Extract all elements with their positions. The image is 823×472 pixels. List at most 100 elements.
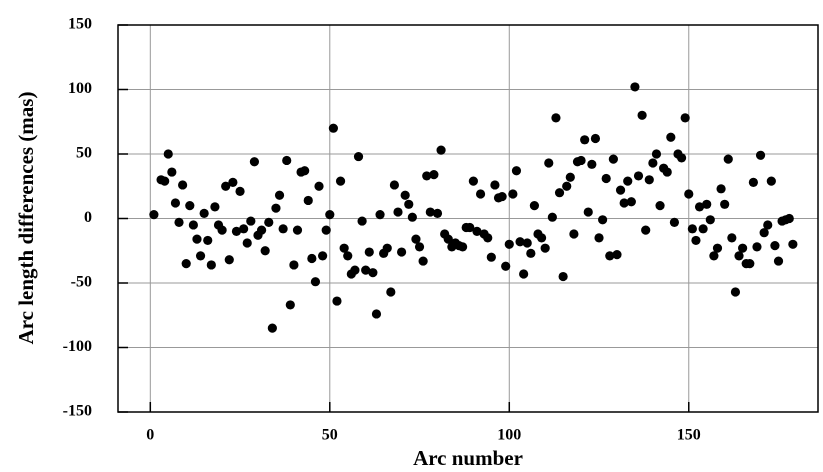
point xyxy=(242,238,252,248)
point xyxy=(709,251,719,261)
x-tick-label: 0 xyxy=(146,427,154,444)
point xyxy=(407,212,417,222)
point xyxy=(630,82,640,92)
point xyxy=(307,253,317,264)
point xyxy=(601,173,611,184)
point xyxy=(684,189,694,199)
point xyxy=(623,176,633,186)
point xyxy=(364,247,374,257)
point xyxy=(274,190,285,200)
point xyxy=(422,171,432,181)
point xyxy=(285,300,295,310)
y-tick-label: 0 xyxy=(84,209,92,226)
point xyxy=(318,251,328,261)
point xyxy=(669,217,680,227)
point xyxy=(784,213,794,224)
point xyxy=(676,153,687,163)
point xyxy=(160,176,170,186)
point xyxy=(174,217,184,227)
point xyxy=(185,201,195,211)
point xyxy=(626,197,636,207)
point xyxy=(651,149,662,159)
x-tick-label: 150 xyxy=(677,427,701,444)
point xyxy=(615,185,626,195)
point xyxy=(734,251,744,261)
x-axis-label: Arc number xyxy=(413,446,523,470)
point xyxy=(436,145,446,155)
point xyxy=(608,154,618,164)
point xyxy=(540,243,550,253)
point xyxy=(231,226,242,236)
point xyxy=(770,240,780,251)
point xyxy=(486,252,496,262)
point xyxy=(267,323,277,333)
point xyxy=(558,271,568,282)
point xyxy=(235,186,245,197)
point xyxy=(501,261,511,271)
point xyxy=(181,259,191,269)
point xyxy=(766,176,776,186)
point xyxy=(468,176,478,186)
plot-frame xyxy=(117,24,819,413)
point xyxy=(720,199,730,209)
point xyxy=(325,210,335,220)
point xyxy=(260,246,270,256)
point xyxy=(662,167,672,177)
y-tick-label: 100 xyxy=(68,80,92,97)
point xyxy=(443,234,453,244)
point xyxy=(249,157,260,167)
point xyxy=(694,202,705,212)
point xyxy=(149,210,159,220)
point xyxy=(633,171,644,181)
point xyxy=(221,181,231,191)
point xyxy=(170,198,181,208)
point xyxy=(594,233,604,243)
point xyxy=(292,225,303,235)
point xyxy=(716,184,726,194)
point xyxy=(350,265,360,275)
point xyxy=(605,251,615,261)
point xyxy=(303,195,313,206)
point xyxy=(752,242,762,252)
point xyxy=(763,220,773,230)
point xyxy=(727,233,737,243)
point xyxy=(199,208,209,218)
point xyxy=(418,256,428,266)
y-tick-label: 50 xyxy=(76,145,92,162)
point xyxy=(271,203,281,213)
point xyxy=(210,202,220,212)
point xyxy=(612,250,622,260)
point xyxy=(723,154,733,164)
point xyxy=(529,201,540,211)
point xyxy=(188,220,198,230)
x-tick-label: 50 xyxy=(322,427,338,444)
point xyxy=(368,268,378,278)
point xyxy=(511,166,522,176)
point xyxy=(483,233,493,243)
point xyxy=(788,239,798,249)
point xyxy=(411,234,421,244)
point xyxy=(404,199,414,209)
point xyxy=(748,177,758,187)
point xyxy=(666,132,676,142)
point xyxy=(504,239,514,249)
point xyxy=(680,113,690,123)
point xyxy=(163,149,173,159)
point xyxy=(195,251,206,261)
point xyxy=(332,296,342,306)
y-tick-label: -150 xyxy=(63,403,92,420)
point xyxy=(738,243,748,253)
point xyxy=(536,233,547,243)
point xyxy=(264,217,274,227)
point xyxy=(361,265,371,275)
point xyxy=(687,224,697,234)
point xyxy=(246,216,256,226)
point xyxy=(289,260,299,270)
point xyxy=(698,224,708,234)
point xyxy=(655,201,665,211)
point xyxy=(217,225,227,235)
point xyxy=(619,198,629,208)
point xyxy=(400,190,410,200)
point xyxy=(691,235,701,246)
point xyxy=(382,243,392,253)
